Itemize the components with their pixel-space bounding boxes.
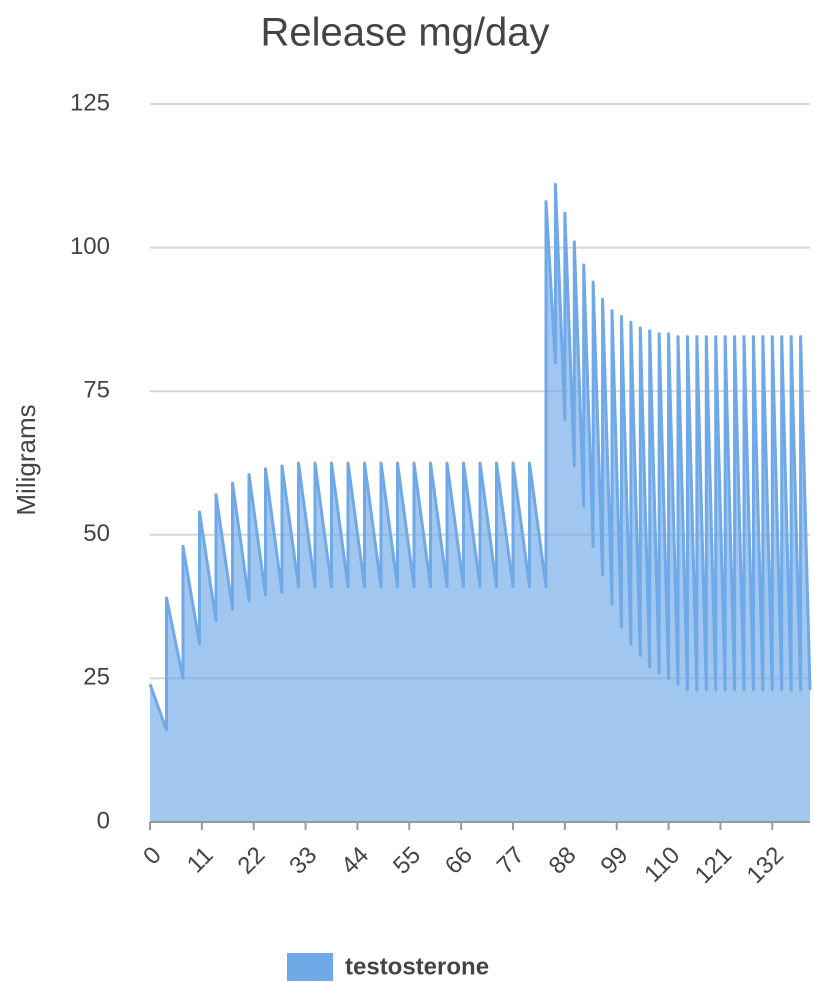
x-tick-label: 0: [138, 842, 167, 871]
x-tick-label: 55: [388, 842, 426, 880]
x-tick-label: 33: [284, 842, 322, 880]
y-tick-label: 0: [97, 807, 110, 834]
x-tick-label: 110: [639, 842, 685, 888]
x-tick-label: 77: [492, 842, 530, 880]
x-tick-label: 132: [742, 842, 789, 889]
line: [148, 182, 812, 732]
legend-label: testosterone: [345, 953, 489, 980]
y-axis-label: Miligrams: [11, 404, 41, 515]
chart-title: Release mg/day: [260, 11, 549, 55]
x-tick-label: 121: [690, 842, 737, 889]
legend-swatch: [287, 953, 333, 981]
x-tick-label: 99: [595, 842, 633, 880]
y-tick-label: 125: [70, 89, 110, 116]
x-tick-label: 11: [182, 842, 219, 879]
x-tick-label: 22: [232, 842, 270, 880]
x-tick-label: 44: [336, 842, 374, 880]
y-tick-label: 100: [70, 233, 110, 260]
y-tick-label: 50: [83, 520, 110, 547]
y-tick-label: 75: [83, 377, 110, 404]
x-tick-label: 88: [544, 842, 582, 880]
y-tick-label: 25: [83, 664, 110, 691]
x-tick-label: 66: [440, 842, 478, 880]
